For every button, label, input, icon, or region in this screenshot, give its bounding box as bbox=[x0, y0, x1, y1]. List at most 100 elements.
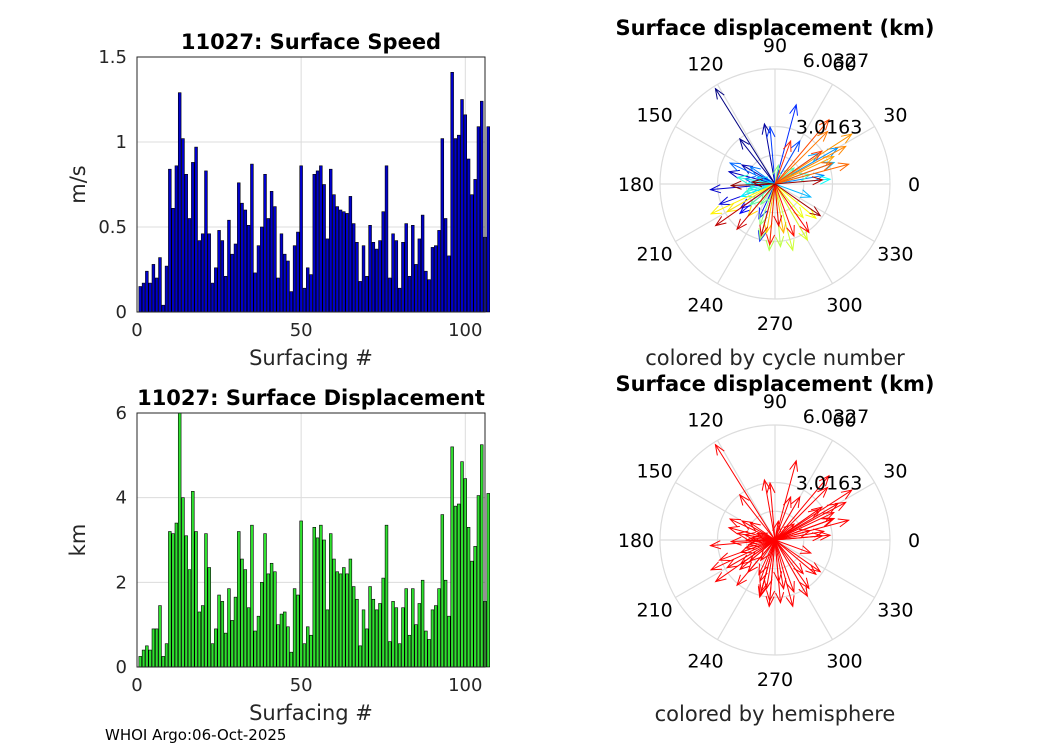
displacement-arrow bbox=[759, 183, 776, 237]
displacement-arrow bbox=[774, 539, 805, 575]
bar bbox=[296, 231, 300, 313]
arrow-shaft bbox=[752, 537, 776, 541]
bar bbox=[233, 596, 238, 668]
bar bbox=[450, 446, 454, 668]
bar bbox=[177, 412, 182, 668]
bar bbox=[204, 170, 208, 313]
arrow-shaft bbox=[774, 539, 808, 597]
arrow-head bbox=[809, 562, 822, 573]
arrow-shaft bbox=[774, 475, 830, 541]
displacement-arrow bbox=[774, 539, 817, 576]
arrow-head bbox=[834, 145, 847, 156]
displacement-arrow bbox=[727, 525, 776, 541]
bar bbox=[388, 641, 392, 668]
arrow-head bbox=[819, 175, 832, 185]
polar-angle-label: 330 bbox=[877, 244, 913, 266]
arrow-shaft bbox=[739, 494, 776, 541]
arrow-shaft bbox=[774, 156, 834, 185]
bar bbox=[168, 531, 172, 668]
arrow-head bbox=[736, 574, 747, 587]
bar bbox=[168, 168, 172, 313]
bar bbox=[158, 605, 162, 668]
bar bbox=[214, 628, 218, 668]
bar bbox=[292, 245, 297, 313]
arrow-shaft bbox=[774, 501, 846, 541]
bar bbox=[453, 505, 458, 668]
arrow-head bbox=[765, 595, 775, 608]
arrow-shaft bbox=[774, 183, 811, 198]
bar bbox=[306, 626, 310, 668]
arrow-shaft bbox=[769, 482, 776, 541]
y-tick-label: 6 bbox=[116, 403, 127, 424]
arrow-head bbox=[714, 572, 727, 583]
polar-ring bbox=[716, 125, 834, 243]
arrow-head bbox=[777, 577, 787, 591]
displacement-arrow bbox=[774, 518, 850, 541]
arrow-head bbox=[759, 580, 769, 593]
arrow-head bbox=[821, 162, 834, 171]
displacement-arrow bbox=[774, 539, 795, 608]
arrow-head bbox=[750, 178, 763, 188]
arrow-head bbox=[821, 518, 834, 527]
displacement-arrow bbox=[773, 539, 783, 584]
bar bbox=[338, 209, 343, 313]
bar bbox=[299, 165, 303, 313]
displacement-arrow bbox=[744, 183, 776, 194]
bar bbox=[457, 503, 461, 668]
bar bbox=[171, 208, 175, 313]
bar bbox=[292, 588, 297, 668]
y-tick-label: 0 bbox=[116, 657, 127, 678]
bar bbox=[473, 546, 477, 668]
bar bbox=[480, 100, 484, 313]
bar bbox=[256, 615, 261, 668]
arrow-shaft bbox=[760, 183, 776, 236]
arrow-head bbox=[837, 162, 850, 172]
displacement-arrow bbox=[774, 145, 847, 185]
arrow-head bbox=[809, 206, 822, 217]
bar bbox=[388, 277, 392, 313]
polar-ring bbox=[659, 68, 891, 300]
polar-angle-label: 90 bbox=[763, 35, 787, 57]
bar bbox=[240, 202, 244, 313]
arrow-head bbox=[817, 130, 829, 142]
bar bbox=[220, 240, 225, 313]
polar-radius-label: 3.0163 bbox=[796, 472, 862, 494]
bar bbox=[263, 533, 267, 668]
axes-box bbox=[136, 56, 486, 313]
bar bbox=[250, 163, 254, 313]
arrow-head bbox=[775, 591, 785, 605]
bar bbox=[200, 605, 205, 668]
bar bbox=[253, 272, 257, 313]
bar bbox=[338, 573, 343, 668]
arrow-shaft bbox=[774, 539, 795, 593]
bar bbox=[322, 184, 326, 313]
bar bbox=[191, 162, 195, 313]
displacement-arrow bbox=[714, 87, 776, 185]
bar bbox=[329, 168, 333, 313]
bar bbox=[450, 72, 454, 313]
chart-title: 11027: Surface Speed bbox=[181, 30, 441, 54]
arrow-shaft bbox=[769, 539, 776, 601]
y-axis-label: km bbox=[66, 524, 90, 557]
bar bbox=[437, 230, 441, 313]
polar-angle-label: 330 bbox=[877, 600, 913, 622]
bar bbox=[384, 524, 389, 668]
bar bbox=[424, 270, 428, 313]
bar bbox=[342, 211, 346, 313]
y-tick-label: 1.5 bbox=[98, 47, 127, 68]
arrow-shaft bbox=[774, 183, 808, 241]
y-axis-label: m/s bbox=[66, 165, 90, 203]
arrow-shaft bbox=[745, 539, 776, 549]
bar bbox=[200, 233, 205, 313]
arrow-head bbox=[763, 221, 773, 235]
polar-angle-label: 180 bbox=[618, 530, 654, 552]
bar bbox=[210, 282, 215, 313]
displacement-arrow bbox=[736, 183, 776, 231]
displacement-arrow bbox=[729, 536, 776, 546]
arrow-shaft bbox=[736, 539, 776, 586]
bar bbox=[283, 253, 287, 313]
bar bbox=[161, 304, 165, 313]
arrow-shaft bbox=[756, 533, 776, 541]
arrow-shaft bbox=[774, 131, 828, 185]
